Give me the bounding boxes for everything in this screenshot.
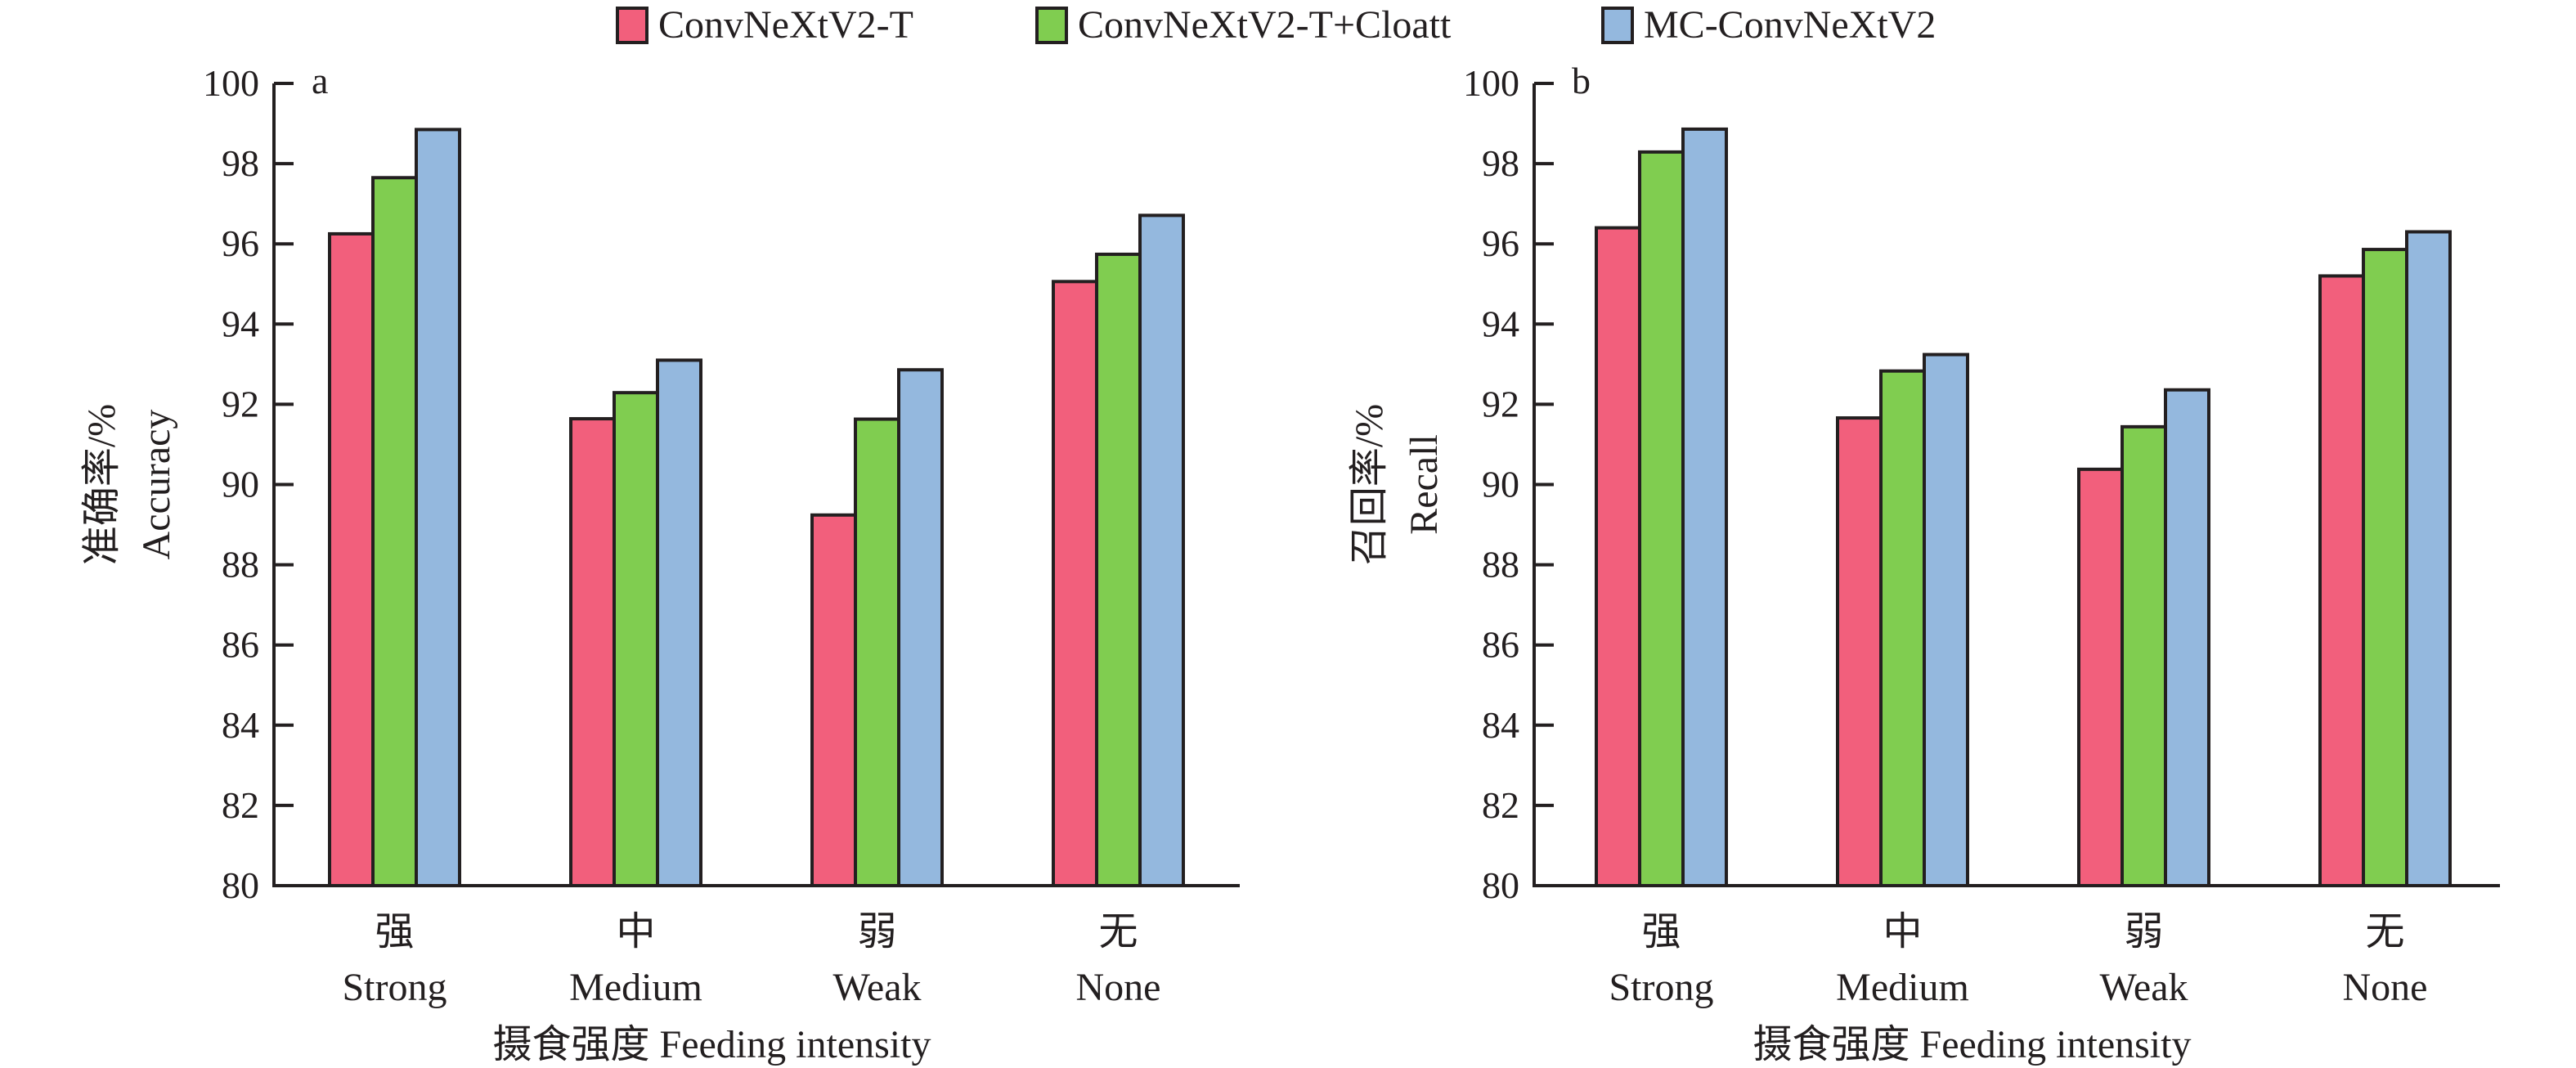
bar-mc-convnextv2-strong xyxy=(1681,127,1728,888)
y-tick-label: 84 xyxy=(1482,704,1519,746)
y-tick-label: 88 xyxy=(222,544,259,586)
y-tick-label: 80 xyxy=(222,864,259,906)
y-tick-label: 94 xyxy=(1482,303,1519,344)
bar-convnextv2-t-cloatt-weak xyxy=(2120,424,2167,887)
bar-convnextv2-t-cloatt-none xyxy=(2362,248,2408,887)
y-tick-label: 90 xyxy=(1482,464,1519,505)
bar-mc-convnextv2-weak xyxy=(2164,388,2210,887)
y-tick-label: 86 xyxy=(1482,624,1519,666)
bar-convnextv2-t-cloatt-medium xyxy=(1879,369,1926,888)
x-tick-label-cn: 无 xyxy=(1098,910,1138,954)
bar-convnextv2-t-cloatt-strong xyxy=(1638,150,1685,888)
legend-label: ConvNeXtV2-T+Cloatt xyxy=(1078,3,1452,47)
x-tick-label-en: Weak xyxy=(832,966,921,1009)
panel-letter: a xyxy=(312,60,328,101)
bar-convnextv2-t-weak xyxy=(2077,467,2124,888)
y-tick-label: 96 xyxy=(1482,222,1519,264)
x-tick-label-en: Strong xyxy=(342,966,447,1009)
bar-convnextv2-t-cloatt-strong xyxy=(371,176,418,887)
x-tick-label-cn: 强 xyxy=(1641,910,1681,954)
y-axis-title-en: Recall xyxy=(1402,434,1446,535)
bar-convnextv2-t-strong xyxy=(328,231,375,887)
y-tick-label: 98 xyxy=(222,142,259,184)
y-axis-title-en: Accuracy xyxy=(135,410,178,560)
y-tick-label: 82 xyxy=(1482,784,1519,826)
y-tick-label: 98 xyxy=(1482,142,1519,184)
bar-convnextv2-t-medium xyxy=(1836,416,1883,887)
x-tick-label-en: Weak xyxy=(2099,966,2188,1009)
bar-group-strong xyxy=(1595,127,1728,888)
chart-panel-a-accuracy: 强 Strong 中 Medium 弱 Weak 无 None 80 82 84 86 88 90 92 94… xyxy=(80,60,1240,1066)
x-tick-label-en: Medium xyxy=(569,966,702,1009)
y-tick-label: 96 xyxy=(222,222,259,264)
bar-mc-convnextv2-medium xyxy=(1923,352,1969,887)
x-tick-label-cn: 无 xyxy=(2365,910,2404,954)
y-tick-label: 100 xyxy=(203,62,259,104)
bar-mc-convnextv2-medium xyxy=(656,358,702,887)
legend-item: ConvNeXtV2-T xyxy=(616,3,913,47)
y-tick-label: 80 xyxy=(1482,864,1519,906)
y-tick-label: 94 xyxy=(222,303,259,344)
x-tick-label-cn: 弱 xyxy=(857,910,896,954)
x-tick-label-en: None xyxy=(1076,966,1161,1009)
bar-group-none xyxy=(1052,213,1185,887)
legend-swatch xyxy=(616,7,648,44)
bar-convnextv2-t-cloatt-weak xyxy=(854,417,900,887)
bar-convnextv2-t-none xyxy=(2318,274,2365,887)
chart-panel-b-recall: 强 Strong 中 Medium 弱 Weak 无 None 80 82 84 86 88 90 92 94… xyxy=(1348,60,2500,1066)
bar-group-medium xyxy=(569,358,702,888)
y-tick-label: 92 xyxy=(1482,383,1519,424)
x-tick-label-cn: 中 xyxy=(616,910,655,954)
legend-label: MC-ConvNeXtV2 xyxy=(1644,3,1936,47)
bar-group-weak xyxy=(2077,388,2210,888)
y-tick-label: 82 xyxy=(222,784,259,826)
x-tick-label-en: Strong xyxy=(1609,966,1713,1009)
y-tick-label: 88 xyxy=(1482,544,1519,586)
x-tick-label-en: None xyxy=(2343,966,2428,1009)
bar-mc-convnextv2-strong xyxy=(415,128,461,888)
bar-convnextv2-t-cloatt-none xyxy=(1095,252,1142,887)
bar-convnextv2-t-weak xyxy=(810,513,857,887)
legend-swatch xyxy=(1601,7,1634,44)
bar-group-none xyxy=(2318,230,2452,887)
x-axis-title: 摄食强度 Feeding intensity xyxy=(493,1023,931,1066)
y-tick-label: 86 xyxy=(222,624,259,666)
bar-convnextv2-t-none xyxy=(1052,280,1098,887)
legend: ConvNeXtV2-T ConvNeXtV2-T+Cloatt MC-ConvNe… xyxy=(616,3,1936,47)
legend-item: ConvNeXtV2-T+Cloatt xyxy=(1035,3,1452,47)
bar-group-medium xyxy=(1836,352,1969,888)
bar-group-weak xyxy=(810,368,944,888)
legend-item: MC-ConvNeXtV2 xyxy=(1601,3,1936,47)
y-axis-title-cn: 准确率/% xyxy=(80,404,123,565)
panel-letter: b xyxy=(1572,60,1591,101)
x-tick-label-en: Medium xyxy=(1836,966,1969,1009)
y-tick-label: 92 xyxy=(222,383,259,424)
bar-convnextv2-t-strong xyxy=(1595,226,1641,887)
bar-group-strong xyxy=(328,128,461,888)
bar-mc-convnextv2-none xyxy=(1138,213,1185,887)
bar-mc-convnextv2-weak xyxy=(897,368,944,888)
legend-swatch xyxy=(1035,7,1068,44)
x-tick-label-cn: 弱 xyxy=(2124,910,2163,954)
x-tick-label-cn: 强 xyxy=(375,910,414,954)
y-tick-label: 90 xyxy=(222,464,259,505)
bar-convnextv2-t-cloatt-medium xyxy=(613,391,659,888)
bar-convnextv2-t-medium xyxy=(569,417,616,887)
x-axis-title: 摄食强度 Feeding intensity xyxy=(1753,1023,2192,1066)
y-axis-title-cn: 召回率/% xyxy=(1348,404,1391,565)
x-tick-label-cn: 中 xyxy=(1883,910,1922,954)
bar-mc-convnextv2-none xyxy=(2405,230,2452,887)
y-tick-label: 100 xyxy=(1463,62,1519,104)
legend-label: ConvNeXtV2-T xyxy=(658,3,913,47)
y-tick-label: 84 xyxy=(222,704,259,746)
